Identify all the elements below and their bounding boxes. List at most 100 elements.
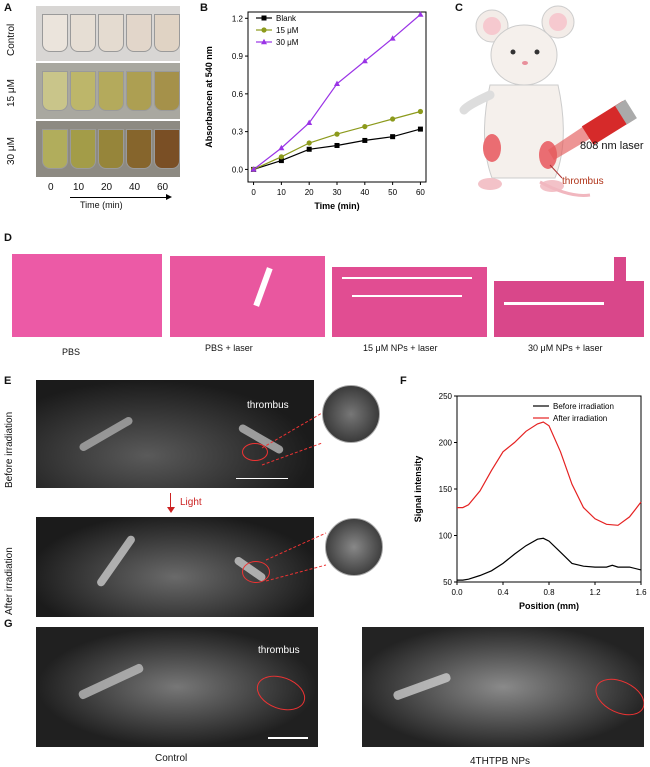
time-arrow bbox=[70, 197, 170, 198]
histology-pbs-laser bbox=[170, 247, 325, 337]
y-tick-label: 150 bbox=[439, 485, 453, 494]
series-line bbox=[457, 537, 642, 581]
legend-label: 30 μM bbox=[276, 38, 299, 47]
data-point bbox=[334, 80, 340, 86]
mouse-head bbox=[490, 24, 558, 86]
image-before-irradiation bbox=[36, 380, 314, 488]
label-before-irradiation: Before irradiation bbox=[4, 411, 15, 488]
data-point bbox=[417, 108, 424, 115]
time-label-10: 10 bbox=[73, 182, 85, 193]
y-tick-label: 50 bbox=[443, 578, 452, 587]
y-axis-label: Absorbancen at 540 nm bbox=[204, 46, 214, 148]
x-tick-label: 1.2 bbox=[589, 588, 601, 597]
time-label-20: 20 bbox=[101, 182, 113, 193]
label-pbs: PBS bbox=[62, 347, 81, 357]
panel-label-a: A bbox=[4, 2, 12, 14]
time-axis-label: Time (min) bbox=[80, 200, 123, 210]
data-point bbox=[306, 140, 312, 146]
thrombus-circle-before bbox=[242, 443, 268, 461]
y-tick-label: 100 bbox=[439, 532, 453, 541]
legend-label: Blank bbox=[276, 14, 297, 23]
panel-label-d: D bbox=[4, 232, 12, 244]
data-point bbox=[334, 131, 340, 137]
panel-label-g: G bbox=[4, 618, 13, 630]
series-line bbox=[457, 421, 642, 526]
label-15uM-laser: 15 μM NPs + laser bbox=[363, 343, 438, 353]
light-arrow-head bbox=[167, 507, 175, 513]
panel-label-b: B bbox=[200, 2, 208, 14]
label-pbs-laser: PBS + laser bbox=[205, 343, 253, 353]
legend-marker bbox=[261, 27, 267, 33]
time-label-40: 40 bbox=[129, 182, 141, 193]
light-label: Light bbox=[180, 497, 202, 508]
panel-label-c: C bbox=[455, 2, 463, 14]
y-tick-label: 0.6 bbox=[232, 90, 244, 99]
series-line bbox=[253, 110, 421, 170]
x-tick-label: 0.8 bbox=[543, 588, 555, 597]
histology-pbs bbox=[12, 247, 162, 337]
control-row-photo bbox=[36, 6, 180, 61]
30uM-row-photo bbox=[36, 121, 180, 177]
thrombus-label-g: thrombus bbox=[258, 645, 300, 656]
scale-bar-g bbox=[268, 737, 308, 739]
row-label-control: Control bbox=[6, 23, 17, 56]
thrombus-circle-control bbox=[252, 669, 310, 717]
data-point bbox=[278, 154, 284, 160]
mouse-illustration bbox=[459, 5, 637, 197]
label-30uM-laser: 30 μM NPs + laser bbox=[528, 343, 603, 353]
data-point bbox=[361, 57, 368, 64]
x-tick-label: 50 bbox=[388, 188, 397, 197]
x-axis-label: Time (min) bbox=[314, 201, 359, 211]
legend-label: Before irradiation bbox=[553, 402, 614, 411]
legend-marker bbox=[261, 38, 267, 45]
time-label-0: 0 bbox=[48, 182, 54, 193]
laser-label: 808 nm laser bbox=[580, 140, 644, 152]
x-tick-label: 10 bbox=[277, 188, 286, 197]
x-tick-label: 20 bbox=[305, 188, 314, 197]
x-tick-label: 30 bbox=[333, 188, 342, 197]
time-arrow-head bbox=[166, 194, 172, 200]
data-point bbox=[250, 166, 257, 172]
plot-frame bbox=[456, 395, 642, 583]
image-4thtpb bbox=[362, 627, 644, 747]
data-point bbox=[278, 158, 284, 164]
laser-device bbox=[548, 99, 637, 160]
data-point bbox=[417, 11, 424, 17]
data-point bbox=[334, 142, 340, 148]
thrombus-circle-after bbox=[242, 561, 270, 583]
data-point bbox=[306, 119, 313, 126]
y-tick-label: 250 bbox=[439, 392, 453, 401]
legend-label: 15 μM bbox=[276, 26, 299, 35]
data-point bbox=[306, 146, 312, 152]
data-point bbox=[362, 123, 368, 130]
x-tick-label: 0.0 bbox=[451, 588, 463, 597]
y-tick-label: 1.2 bbox=[232, 14, 244, 23]
15uM-row-photo bbox=[36, 63, 180, 119]
caption-4thtpb: 4THTPB NPs bbox=[470, 756, 531, 767]
light-arrow bbox=[170, 493, 171, 509]
x-tick-label: 40 bbox=[360, 188, 369, 197]
y-tick-label: 0.0 bbox=[232, 165, 244, 174]
data-point bbox=[362, 137, 368, 143]
legend-marker bbox=[261, 15, 267, 21]
x-axis-label: Position (mm) bbox=[519, 601, 579, 611]
time-label-60: 60 bbox=[157, 182, 169, 193]
panel-label-f: F bbox=[400, 375, 407, 387]
y-tick-label: 0.9 bbox=[232, 52, 244, 61]
histology-15uM-laser bbox=[332, 247, 487, 337]
label-after-irradiation: After irradiation bbox=[4, 547, 15, 615]
zoom-inset-after bbox=[325, 518, 383, 576]
data-point bbox=[389, 35, 396, 41]
y-tick-label: 200 bbox=[439, 439, 453, 448]
data-point bbox=[390, 116, 396, 122]
y-tick-label: 0.3 bbox=[232, 128, 244, 137]
signal-intensity-chart: 0.0 0.4 0.8 1.2 1.6 50 100 150 200 250 Position (m… bbox=[413, 392, 647, 611]
row-label-30uM: 30 μM bbox=[6, 137, 17, 165]
zoom-inset-before bbox=[322, 385, 380, 443]
data-point bbox=[390, 134, 396, 140]
data-point bbox=[278, 144, 285, 151]
thrombus-circle-4thtpb bbox=[589, 671, 644, 723]
x-tick-label: 60 bbox=[416, 188, 425, 197]
image-after-irradiation bbox=[36, 517, 314, 617]
x-tick-label: 0.4 bbox=[497, 588, 509, 597]
